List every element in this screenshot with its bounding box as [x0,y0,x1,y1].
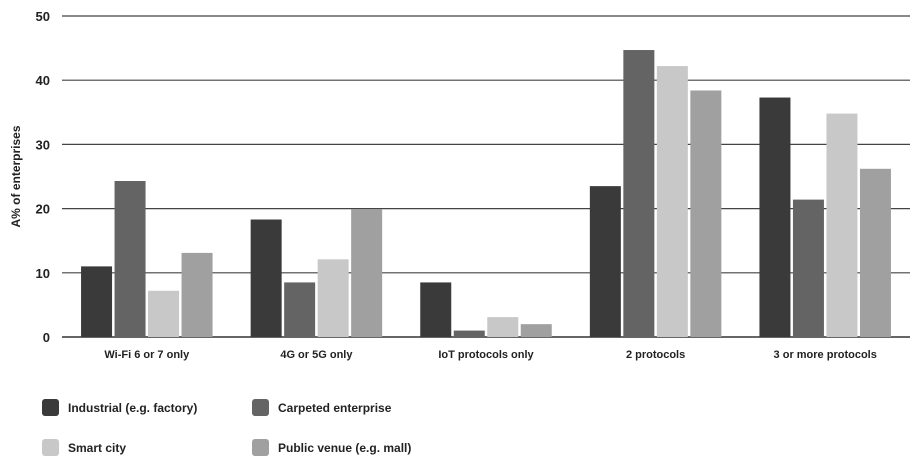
y-axis-label: A% of enterprises [9,125,23,227]
bar [351,209,383,337]
y-axis-ticks: 0 10 20 30 40 50 [36,9,50,345]
legend-label: Smart city [68,441,126,455]
bar [453,330,485,337]
bar [792,199,824,337]
x-tick-label: 2 protocols [626,349,685,361]
legend-item: Carpeted enterprise [252,399,392,416]
legend-item: Public venue (e.g. mall) [252,439,411,456]
bars [81,50,891,338]
bar [81,266,113,337]
bar [826,113,858,337]
legend-label: Public venue (e.g. mall) [278,441,411,455]
y-tick-label: 0 [43,330,50,345]
bar [420,282,452,337]
y-tick-label: 50 [36,9,50,24]
bar [656,66,688,338]
bar [317,259,349,337]
bar [114,180,146,337]
bar [759,97,791,337]
bar [690,90,722,337]
bar [859,168,891,337]
legend-item: Smart city [42,439,126,456]
legend-label: Industrial (e.g. factory) [68,401,197,415]
legend-item: Industrial (e.g. factory) [42,399,197,416]
y-tick-label: 10 [36,266,50,281]
legend-label: Carpeted enterprise [278,401,392,415]
y-tick-label: 20 [36,202,50,217]
legend-swatch [252,439,269,456]
bar [250,219,282,337]
legend-swatch [42,399,59,416]
bar [487,317,519,337]
bar [284,282,316,337]
bar [589,186,621,337]
x-tick-label: Wi-Fi 6 or 7 only [104,349,190,361]
bar [520,324,552,337]
bar [148,290,180,337]
x-tick-label: 3 or more protocols [774,349,877,361]
x-axis-ticks: Wi-Fi 6 or 7 only 4G or 5G only IoT protoc… [104,349,876,361]
x-tick-label: IoT protocols only [438,349,534,361]
bar [623,50,655,337]
legend-swatch [252,399,269,416]
legend: Industrial (e.g. factory) Carpeted enterp… [42,399,411,456]
legend-swatch [42,439,59,456]
y-tick-label: 30 [36,137,50,152]
y-tick-label: 40 [36,73,50,88]
bar [181,252,213,337]
x-tick-label: 4G or 5G only [280,349,353,361]
